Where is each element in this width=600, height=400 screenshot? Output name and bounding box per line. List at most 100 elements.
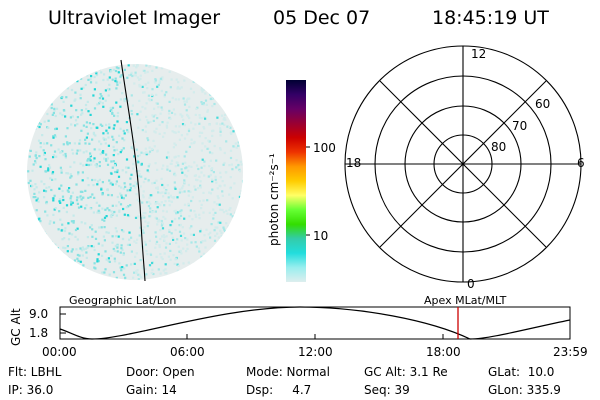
emission-pixel	[86, 177, 89, 180]
emission-pixel	[160, 201, 163, 204]
emission-pixel	[169, 249, 172, 252]
emission-pixel	[217, 245, 220, 248]
emission-pixel	[192, 233, 195, 236]
emission-pixel	[178, 230, 182, 233]
emission-pixel	[155, 127, 158, 130]
emission-pixel	[167, 151, 170, 154]
gc-alt-info: GC Alt: 3.1 Re	[364, 365, 448, 379]
emission-pixel	[194, 64, 197, 67]
emission-pixel	[203, 160, 206, 163]
emission-pixel	[114, 235, 118, 238]
emission-pixel	[155, 240, 159, 243]
emission-pixel	[136, 238, 139, 241]
emission-pixel	[119, 203, 123, 206]
emission-pixel	[223, 228, 226, 231]
emission-pixel	[187, 202, 190, 205]
emission-pixel	[125, 158, 129, 161]
emission-pixel	[147, 152, 151, 155]
emission-pixel	[62, 246, 65, 249]
emission-pixel	[173, 173, 176, 176]
emission-pixel	[210, 80, 213, 83]
emission-pixel	[148, 215, 151, 218]
emission-pixel	[54, 243, 57, 246]
emission-pixel	[50, 106, 53, 110]
emission-pixel	[204, 84, 207, 87]
emission-pixel	[139, 259, 142, 262]
emission-pixel	[73, 142, 76, 145]
colorbar-gradient	[286, 80, 306, 282]
emission-pixel	[129, 186, 132, 189]
emission-pixel	[103, 239, 106, 242]
emission-pixel	[39, 146, 42, 149]
emission-pixel	[217, 79, 221, 82]
emission-pixel	[160, 256, 163, 259]
emission-pixel	[239, 84, 242, 87]
emission-pixel	[193, 185, 196, 188]
emission-pixel	[111, 166, 114, 169]
emission-pixel	[156, 187, 159, 191]
emission-pixel	[242, 258, 243, 261]
emission-pixel	[231, 168, 234, 171]
emission-pixel	[230, 270, 233, 274]
emission-pixel	[198, 200, 201, 203]
emission-pixel	[84, 207, 87, 210]
filter-info: Flt: LBHL	[8, 365, 62, 379]
emission-pixel	[156, 223, 159, 226]
emission-pixel	[195, 178, 198, 181]
emission-pixel	[97, 260, 100, 263]
emission-pixel	[144, 211, 147, 215]
emission-pixel	[35, 124, 38, 127]
emission-pixel	[106, 207, 109, 210]
emission-pixel	[236, 213, 239, 216]
emission-pixel	[135, 157, 138, 160]
emission-pixel	[102, 150, 105, 153]
emission-pixel	[50, 94, 53, 97]
emission-pixel	[182, 232, 186, 235]
xtick-label-1200: 12:00	[298, 345, 333, 359]
emission-pixel	[183, 124, 186, 127]
emission-pixel	[185, 250, 188, 253]
emission-pixel	[61, 223, 64, 226]
emission-pixel	[149, 120, 152, 124]
emission-pixel	[120, 247, 123, 250]
emission-pixel	[32, 216, 35, 219]
emission-pixel	[180, 239, 183, 242]
emission-pixel	[214, 263, 218, 266]
emission-pixel	[156, 85, 159, 88]
emission-pixel	[35, 258, 38, 261]
instrument-title: Ultraviolet Imager	[48, 7, 221, 29]
emission-pixel	[105, 231, 108, 234]
emission-pixel	[85, 150, 88, 153]
emission-pixel	[29, 117, 32, 120]
emission-pixel	[114, 227, 117, 230]
emission-pixel	[88, 66, 91, 69]
polar-grid	[344, 45, 582, 283]
emission-pixel	[184, 276, 187, 280]
emission-pixel	[123, 182, 126, 185]
emission-pixel	[37, 262, 41, 266]
emission-pixel	[200, 149, 203, 152]
emission-pixel	[77, 277, 80, 280]
xtick-label-0000: 00:00	[42, 345, 77, 359]
emission-pixel	[236, 165, 239, 168]
emission-pixel	[84, 189, 87, 192]
emission-pixel	[139, 185, 142, 188]
emission-pixel	[93, 148, 96, 151]
emission-pixel	[45, 68, 48, 71]
emission-pixel	[176, 238, 179, 241]
emission-pixel	[93, 248, 96, 252]
emission-pixel	[153, 130, 156, 133]
emission-pixel	[224, 101, 227, 104]
emission-pixel	[203, 127, 206, 130]
emission-pixel	[186, 133, 189, 136]
emission-pixel	[137, 173, 140, 176]
emission-pixel	[76, 196, 79, 199]
emission-pixel	[202, 102, 205, 105]
emission-pixel	[67, 256, 70, 259]
emission-pixel	[174, 125, 177, 128]
emission-pixel	[45, 200, 48, 204]
emission-pixel	[209, 97, 212, 101]
emission-pixel	[173, 142, 176, 145]
emission-pixel	[149, 207, 152, 210]
emission-pixel	[50, 144, 53, 147]
